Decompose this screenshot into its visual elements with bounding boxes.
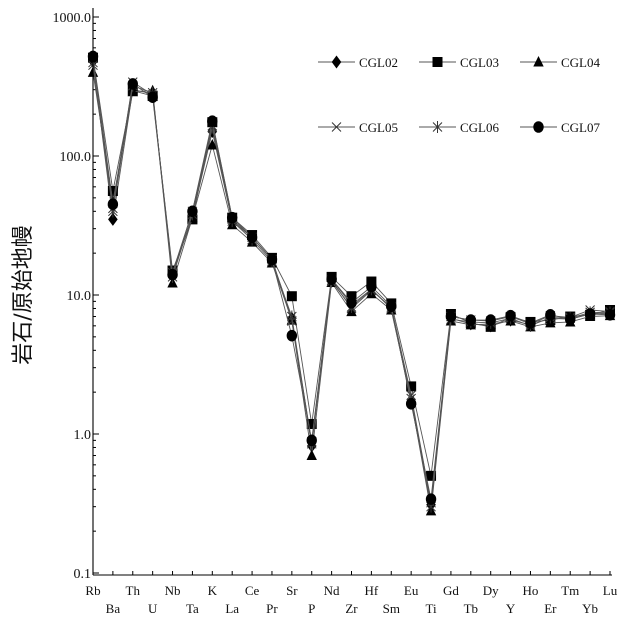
y-tick-label: 1000.0: [53, 11, 92, 26]
x-tick-label-zr: Zr: [345, 601, 358, 616]
legend-entry-cgl07: CGL07: [520, 120, 601, 135]
legend-label: CGL06: [460, 120, 500, 135]
x-tick-label-tm: Tm: [561, 583, 579, 598]
x-tick-label-tb: Tb: [464, 601, 478, 616]
legend-marker-square: [432, 57, 443, 67]
x-tick-label-ho: Ho: [523, 583, 539, 598]
data-point-cgl07-ta: [187, 205, 198, 218]
x-tick-label-hf: Hf: [365, 583, 379, 598]
data-point-cgl03-zr: [346, 291, 357, 302]
y-tick-label: 10.0: [67, 289, 92, 304]
data-point-cgl07-lu: [604, 309, 616, 321]
data-point-cgl03-eu: [406, 381, 417, 392]
x-tick-label-lu: Lu: [603, 583, 618, 598]
x-tick-label-th: Th: [126, 583, 141, 598]
data-point-cgl07-ce: [246, 231, 258, 244]
data-point-cgl07-zr: [346, 296, 357, 309]
x-tick-label-u: U: [148, 601, 158, 616]
data-point-cgl07-hf: [366, 280, 377, 293]
x-tick-label-nb: Nb: [165, 583, 181, 598]
x-tick-label-sr: Sr: [286, 583, 298, 598]
data-point-cgl07-sm: [386, 300, 397, 313]
data-point-cgl07-p: [306, 434, 317, 447]
data-point-cgl07-la: [226, 211, 238, 224]
data-point-cgl04-p: [306, 449, 317, 461]
legend-label: CGL03: [460, 55, 499, 70]
data-point-cgl07-u: [147, 91, 158, 103]
y-axis-label: 岩石/原始地幔: [11, 225, 36, 364]
data-point-cgl07-ti: [425, 493, 437, 505]
x-tick-label-y: Y: [506, 601, 516, 616]
legend-label: CGL07: [561, 120, 601, 135]
data-point-cgl07-tb: [465, 314, 477, 326]
x-tick-label-yb: Yb: [582, 601, 598, 616]
legend-label: CGL05: [359, 120, 398, 135]
x-tick-label-dy: Dy: [483, 583, 499, 598]
data-point-cgl06-sr: [286, 310, 297, 323]
series-cgl07: [87, 50, 616, 505]
y-axis-ticks: 0.1 1.0 10.0 100.0 1000.0: [53, 11, 99, 582]
data-point-cgl07-yb: [584, 308, 596, 320]
data-point-cgl07-er: [545, 309, 556, 321]
data-point-cgl07-pr: [266, 253, 278, 266]
data-point-cgl07-k: [207, 115, 218, 127]
data-point-cgl07-eu: [405, 397, 417, 410]
x-tick-label-er: Er: [544, 601, 557, 616]
data-point-cgl07-gd: [445, 310, 457, 323]
x-tick-label-pr: Pr: [266, 601, 278, 616]
legend-marker-diamond: [331, 55, 342, 69]
data-point-cgl07-y: [505, 309, 516, 322]
legend-entry-cgl06: CGL06: [419, 120, 500, 135]
data-point-cgl03-ti: [426, 470, 437, 481]
data-point-cgl07-dy: [485, 314, 496, 326]
x-tick-label-ba: Ba: [106, 601, 121, 616]
legend-entry-cgl04: CGL04: [520, 55, 601, 70]
data-point-cgl07-tm: [565, 313, 576, 325]
x-tick-label-ti: Ti: [425, 601, 436, 616]
x-tick-label-nd: Nd: [324, 583, 340, 598]
x-tick-label-sm: Sm: [383, 601, 400, 616]
x-tick-label-la: La: [225, 601, 239, 616]
legend-entry-cgl02: CGL02: [318, 55, 398, 70]
data-point-cgl03-ba: [107, 186, 118, 197]
legend-marker-cross: [331, 122, 342, 132]
legend-marker-triangle: [533, 56, 544, 67]
data-point-cgl07-sr: [286, 329, 298, 342]
y-tick-label: 100.0: [60, 150, 92, 165]
data-point-cgl07-th: [127, 78, 138, 90]
data-point-cgl07-ba: [107, 198, 119, 211]
legend-marker-asterisk: [432, 121, 443, 133]
x-axis-ticks: Rb Ba Th U Nb Ta K La Ce Pr Sr P Nd Zr Hf Sm Eu Ti Gd Tb Dy Y…: [85, 571, 618, 616]
x-tick-label-ta: Ta: [186, 601, 199, 616]
legend-marker-circle: [533, 121, 544, 133]
x-tick-label-eu: Eu: [404, 583, 419, 598]
y-tick-label: 0.1: [74, 567, 92, 582]
y-tick-label: 1.0: [74, 428, 92, 443]
data-point-cgl07-nd: [326, 273, 337, 285]
x-tick-label-rb: Rb: [85, 583, 100, 598]
data-point-cgl03-p: [306, 419, 317, 430]
x-tick-label-k: K: [208, 583, 218, 598]
data-point-cgl07-nb: [167, 268, 178, 281]
legend-label: CGL02: [359, 55, 398, 70]
legend-entry-cgl05: CGL05: [318, 120, 398, 135]
x-tick-label-gd: Gd: [443, 583, 459, 598]
legend: CGL02 CGL03 CGL04 CGL05 CGL06 CGL07: [318, 55, 601, 135]
legend-entry-cgl03: CGL03: [419, 55, 499, 70]
series-layer: [87, 50, 616, 516]
data-point-cgl03-sr: [286, 291, 297, 302]
x-tick-label-ce: Ce: [245, 583, 260, 598]
data-point-cgl02-ba: [108, 212, 118, 226]
data-point-cgl04-k: [207, 138, 218, 150]
x-tick-label-p: P: [308, 601, 315, 616]
data-point-cgl07-ho: [525, 317, 536, 329]
legend-label: CGL04: [561, 55, 601, 70]
